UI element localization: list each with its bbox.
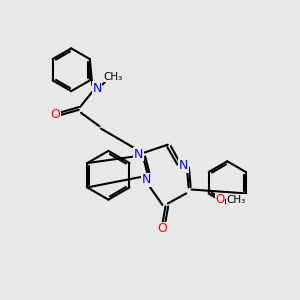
Text: O: O (50, 108, 60, 122)
Text: N: N (142, 173, 151, 186)
Text: O: O (157, 222, 167, 235)
Text: N: N (178, 159, 188, 172)
Text: N: N (134, 148, 143, 161)
Text: N: N (92, 82, 102, 95)
Text: CH₃: CH₃ (103, 72, 122, 82)
Text: O: O (215, 194, 224, 206)
Text: CH₃: CH₃ (227, 195, 246, 205)
